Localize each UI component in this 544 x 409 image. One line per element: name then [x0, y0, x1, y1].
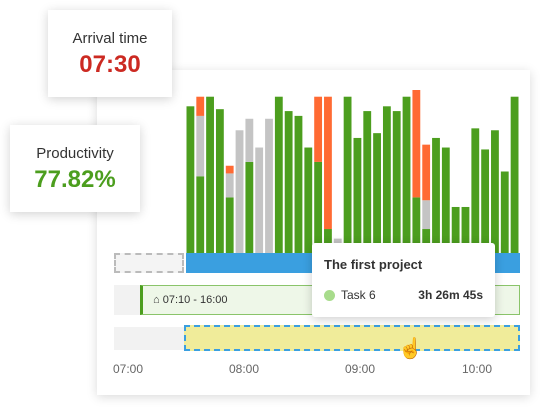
tooltip-row: Task 6 3h 26m 45s: [324, 288, 483, 302]
bar-segment: [373, 133, 381, 253]
bar-segment: [422, 144, 431, 201]
time-label: 10:00: [461, 362, 493, 376]
bar-segment: [481, 149, 490, 253]
bar-segment: [392, 111, 401, 253]
bar-segment: [294, 115, 303, 253]
bar-segment: [314, 96, 323, 162]
bar-segment: [412, 90, 421, 198]
card-value: 07:30: [79, 51, 141, 78]
productivity-card: Productivity 77.82%: [10, 125, 140, 212]
bar-segment: [225, 173, 234, 198]
bar-segment: [324, 229, 332, 253]
bar-segment: [422, 229, 431, 253]
bar-segment: [196, 176, 205, 253]
card-value: 77.82%: [34, 166, 116, 193]
bar-segment: [402, 96, 411, 253]
bar-segment: [215, 109, 224, 253]
task-duration: 3h 26m 45s: [418, 288, 483, 302]
bar-segment: [304, 147, 313, 253]
arrival-card: Arrival time 07:30: [48, 10, 172, 97]
card-label: Productivity: [36, 145, 114, 162]
time-label: 08:00: [228, 362, 260, 376]
card-label: Arrival time: [72, 30, 148, 47]
selection-bar[interactable]: [184, 325, 520, 351]
bar-segment: [343, 96, 352, 253]
bar-segment: [245, 161, 254, 253]
bar-segment: [225, 197, 234, 253]
bar-segment: [196, 115, 205, 177]
bar-segment: [491, 130, 499, 253]
bar-segment: [382, 106, 391, 253]
bar-segment: [461, 206, 470, 253]
bar-segment: [186, 106, 195, 253]
tooltip-title: The first project: [324, 257, 423, 272]
bar-segment: [441, 147, 450, 253]
empty-slot: [114, 253, 184, 273]
bar-segment: [353, 137, 362, 253]
bar-segment: [196, 96, 205, 116]
bar-segment: [245, 118, 254, 162]
bar-segment: [314, 161, 323, 253]
schedule-text: 07:10 - 16:00: [162, 294, 228, 306]
legend-dot: [324, 289, 335, 301]
bar-segment: [265, 118, 273, 253]
bar-segment: [500, 171, 509, 253]
bar-segment: [324, 96, 332, 230]
bar-segment: [284, 111, 293, 253]
bar-segment: [432, 137, 440, 253]
bar-segment: [422, 200, 431, 230]
cursor: ☝: [398, 338, 423, 360]
bar-segment: [412, 197, 421, 253]
bar-segment: [255, 147, 264, 253]
bar-segment: [206, 96, 214, 253]
time-label: 09:00: [344, 362, 376, 376]
bar-segment: [225, 165, 234, 174]
bar-segment: [471, 128, 480, 253]
bar-segment: [510, 96, 519, 253]
bar-segment: [363, 111, 372, 253]
tooltip: The first project Task 6 3h 26m 45s: [312, 243, 495, 317]
bar-segment: [274, 96, 283, 253]
task-name: Task 6: [341, 288, 376, 302]
bar-segment: [235, 130, 244, 253]
bar-segment: [451, 206, 460, 253]
time-label: 07:00: [112, 362, 144, 376]
